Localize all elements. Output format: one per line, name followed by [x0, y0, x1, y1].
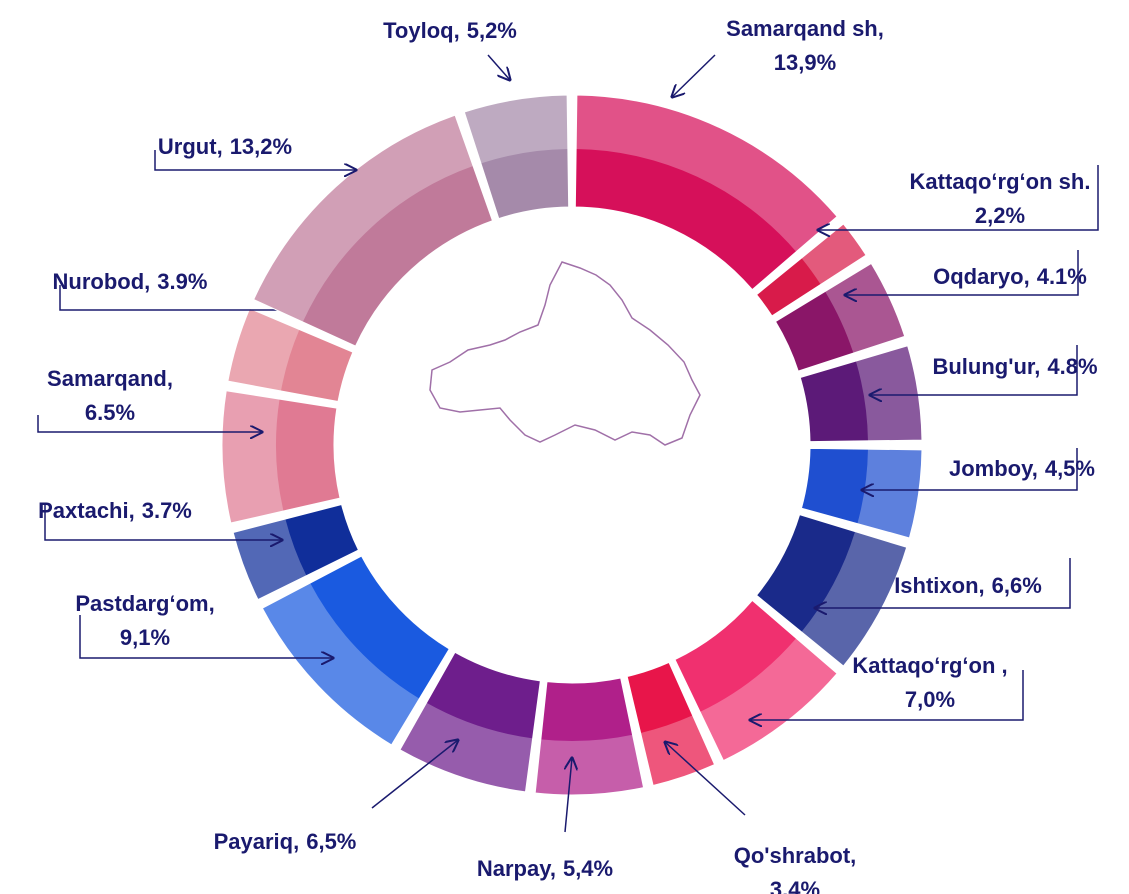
label-value: 4.1%: [1037, 264, 1087, 289]
data-label: Samarqand, 6.5%: [47, 366, 173, 425]
label-value: 4.8%: [1047, 354, 1097, 379]
label-value: 3.7%: [142, 498, 192, 523]
data-label: Toyloq, 5,2%: [383, 18, 517, 43]
gloss: [221, 390, 284, 524]
donut-slice: [221, 390, 341, 524]
data-label: Payariq, 6,5%: [214, 829, 357, 854]
label-name: Paxtachi,: [38, 498, 135, 523]
leader-line: [665, 742, 746, 816]
data-label: Nurobod, 3.9%: [53, 269, 208, 294]
leader-line: [565, 758, 572, 833]
data-label: Urgut, 13,2%: [158, 134, 292, 159]
donut-slice: [674, 599, 838, 762]
gloss: [576, 95, 838, 252]
gloss: [801, 531, 907, 667]
data-label: Kattaqo‘rg‘on , 7,0%: [852, 653, 1007, 712]
donut-slice: [755, 223, 867, 317]
leader-line: [845, 250, 1079, 295]
data-label: Narpay, 5,4%: [477, 856, 613, 881]
label-value: 2,2%: [975, 203, 1025, 228]
label-value: 7,0%: [905, 687, 955, 712]
leader-line: [154, 150, 356, 170]
gloss: [535, 734, 644, 795]
donut-slice: [261, 555, 450, 746]
region-map: [429, 261, 701, 446]
gloss: [253, 115, 474, 322]
label-value: 6,5%: [306, 829, 356, 854]
label-value: 13,9%: [774, 50, 836, 75]
label-name: Ishtixon,: [894, 573, 984, 598]
donut-slice: [232, 503, 360, 601]
label-name: Payariq,: [214, 829, 300, 854]
donut-slice: [799, 345, 923, 443]
leader-line: [79, 615, 333, 658]
label-name: Nurobod,: [53, 269, 151, 294]
data-label: Paxtachi, 3.7%: [38, 498, 192, 523]
leader-line: [44, 505, 282, 540]
donut-slice: [755, 513, 908, 667]
label-name: Oqdaryo,: [933, 264, 1030, 289]
label-name: Toyloq,: [383, 18, 460, 43]
label-name: Pastdarg‘om,: [75, 591, 214, 616]
donut-slice: [774, 262, 906, 372]
leader-line: [59, 285, 315, 310]
label-name: Jomboy,: [949, 456, 1038, 481]
gloss: [825, 263, 905, 354]
gloss: [855, 345, 922, 441]
donut-slice: [227, 307, 354, 403]
leader-line: [672, 54, 716, 97]
gloss: [399, 702, 533, 792]
leader-line: [37, 415, 262, 432]
gloss: [233, 519, 307, 600]
gloss: [227, 308, 300, 391]
label-name: Kattaqo‘rg‘on sh.: [910, 169, 1091, 194]
data-label: Kattaqo‘rg‘on sh. 2,2%: [910, 169, 1091, 228]
leader-line: [487, 54, 510, 80]
data-label: Pastdarg‘om, 9,1%: [75, 591, 214, 650]
gloss: [262, 583, 420, 745]
leader-line: [870, 345, 1078, 395]
label-value: 9,1%: [120, 625, 170, 650]
label-value: 5,2%: [467, 18, 517, 43]
leader-line: [862, 448, 1078, 490]
gloss: [464, 95, 568, 164]
data-label: Bulung'ur, 4.8%: [932, 354, 1097, 379]
data-label: Jomboy, 4,5%: [949, 456, 1095, 481]
donut-slice: [253, 114, 494, 347]
label-name: Qo'shrabot,: [734, 843, 857, 868]
donut-slice: [534, 677, 645, 796]
data-label: Samarqand sh, 13,9%: [726, 16, 884, 75]
data-label: Oqdaryo, 4.1%: [933, 264, 1087, 289]
donut-slice: [399, 651, 541, 793]
label-value: 5,4%: [563, 856, 613, 881]
gloss: [700, 638, 838, 761]
label-value: 3.9%: [157, 269, 207, 294]
label-name: Samarqand,: [47, 366, 173, 391]
donut-slice: [626, 661, 716, 787]
label-value: 13,2%: [230, 134, 292, 159]
label-name: Urgut,: [158, 134, 223, 159]
donut-slice: [463, 94, 570, 220]
leader-line: [371, 740, 458, 809]
gloss: [801, 223, 867, 285]
label-name: Samarqand sh,: [726, 16, 884, 41]
label-value: 4,5%: [1045, 456, 1095, 481]
donut-slice: [574, 94, 838, 291]
label-value: 6.5%: [85, 400, 135, 425]
gloss: [857, 449, 922, 538]
leader-line: [818, 165, 1099, 230]
leader-line: [750, 670, 1024, 720]
label-value: 6,6%: [992, 573, 1042, 598]
leader-line: [815, 558, 1071, 608]
label-value: 3,4%: [770, 877, 820, 894]
label-name: Kattaqo‘rg‘on ,: [852, 653, 1007, 678]
data-label: Qo'shrabot, 3,4%: [734, 843, 857, 894]
label-name: Bulung'ur,: [932, 354, 1040, 379]
label-name: Narpay,: [477, 856, 556, 881]
data-label: Ishtixon, 6,6%: [894, 573, 1042, 598]
